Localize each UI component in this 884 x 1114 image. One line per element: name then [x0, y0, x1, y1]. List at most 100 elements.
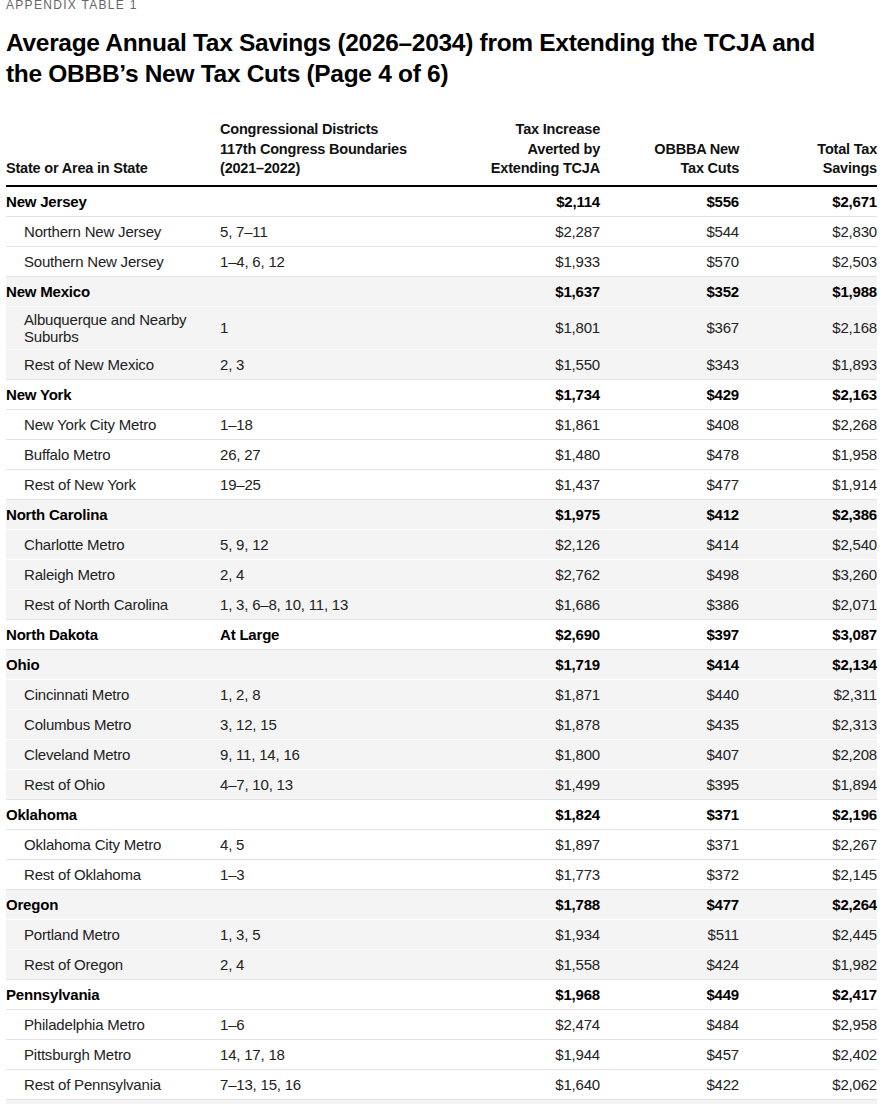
row-districts: At Large — [220, 622, 447, 647]
row-name: Southern New Jersey — [6, 249, 220, 274]
table-row-state: Oregon $1,788 $477 $2,264 — [6, 890, 877, 920]
row-obbba-value: $440 — [600, 682, 739, 707]
row-name: Rest of Oklahoma — [6, 862, 220, 887]
table-row-area: Albuquerque and Nearby Suburbs 1 $1,801 … — [6, 307, 877, 350]
row-name: Rest of New York — [6, 472, 220, 497]
row-name: Rest of Ohio — [6, 772, 220, 797]
row-districts: 9, 11, 14, 16 — [220, 742, 447, 767]
row-districts: 1–3 — [220, 862, 447, 887]
row-districts — [220, 660, 447, 668]
row-tcja-value: $2,126 — [447, 532, 600, 557]
row-tcja-value: $1,686 — [447, 592, 600, 617]
row-name: Oklahoma City Metro — [6, 832, 220, 857]
row-tcja-value: $1,773 — [447, 862, 600, 887]
row-districts: 14, 17, 18 — [220, 1042, 447, 1067]
row-obbba-value: $544 — [600, 219, 739, 244]
row-tcja-value: $2,287 — [447, 219, 600, 244]
row-name: Oregon — [6, 892, 220, 917]
row-total-value: $1,988 — [739, 279, 877, 304]
row-districts — [220, 810, 447, 818]
column-header-districts: Congressional Districts 117th Congress B… — [220, 120, 447, 179]
column-header-state: State or Area in State — [6, 159, 220, 179]
row-name: Rest of New Mexico — [6, 352, 220, 377]
row-obbba-value: $343 — [600, 352, 739, 377]
row-total-value: $2,417 — [739, 982, 877, 1007]
row-name: Philadelphia Metro — [6, 1012, 220, 1037]
table-row-area: Philadelphia Metro 1–6 $2,474 $484 $2,95… — [6, 1010, 877, 1040]
row-districts: 3, 12, 15 — [220, 712, 447, 737]
row-tcja-value: $2,114 — [447, 189, 600, 214]
row-districts — [220, 197, 447, 205]
row-tcja-value: $1,897 — [447, 832, 600, 857]
row-tcja-value: $1,824 — [447, 802, 600, 827]
row-total-value: $1,894 — [739, 772, 877, 797]
row-tcja-value: $1,788 — [447, 892, 600, 917]
row-districts: 1, 3, 5 — [220, 922, 447, 947]
table-row-area: Buffalo Metro 26, 27 $1,480 $478 $1,958 — [6, 440, 877, 470]
row-districts: 2, 3 — [220, 352, 447, 377]
table-row-area: Rest of New Mexico 2, 3 $1,550 $343 $1,8… — [6, 350, 877, 380]
table-row-area: Raleigh Metro 2, 4 $2,762 $498 $3,260 — [6, 560, 877, 590]
row-obbba-value: $352 — [600, 279, 739, 304]
table-row-state: North Dakota At Large $2,690 $397 $3,087 — [6, 620, 877, 650]
row-obbba-value: $371 — [600, 832, 739, 857]
row-obbba-value: $498 — [600, 562, 739, 587]
row-obbba-value: $407 — [600, 742, 739, 767]
row-total-value: $2,958 — [739, 1012, 877, 1037]
column-header-total: Total Tax Savings — [739, 140, 877, 179]
row-districts — [220, 510, 447, 518]
row-total-value: $2,071 — [739, 592, 877, 617]
row-districts: 7–13, 15, 16 — [220, 1072, 447, 1097]
row-tcja-value: $1,719 — [447, 652, 600, 677]
row-total-value: $2,445 — [739, 922, 877, 947]
table-row-state: Pennsylvania $1,968 $449 $2,417 — [6, 980, 877, 1010]
table-row-area: Rest of Oregon 2, 4 $1,558 $424 $1,982 — [6, 950, 877, 980]
row-obbba-value: $414 — [600, 532, 739, 557]
row-tcja-value: $1,933 — [447, 249, 600, 274]
row-name: Northern New Jersey — [6, 219, 220, 244]
row-tcja-value: $1,861 — [447, 412, 600, 437]
row-tcja-value: $1,871 — [447, 682, 600, 707]
row-name: Buffalo Metro — [6, 442, 220, 467]
row-total-value: $3,087 — [739, 622, 877, 647]
table-row-area: Rest of North Carolina 1, 3, 6–8, 10, 11… — [6, 590, 877, 620]
row-name: New Jersey — [6, 189, 220, 214]
table-row-area: Northern New Jersey 5, 7–11 $2,287 $544 … — [6, 217, 877, 247]
row-name: New York — [6, 382, 220, 407]
row-districts: 2, 4 — [220, 952, 447, 977]
row-obbba-value: $408 — [600, 412, 739, 437]
page-title: Average Annual Tax Savings (2026–2034) f… — [6, 27, 877, 89]
row-total-value: $2,540 — [739, 532, 877, 557]
row-obbba-value: $477 — [600, 472, 739, 497]
row-total-value: $2,402 — [739, 1042, 877, 1067]
row-total-value: $1,982 — [739, 952, 877, 977]
row-tcja-value: $1,968 — [447, 982, 600, 1007]
row-tcja-value: $2,690 — [447, 622, 600, 647]
row-obbba-value: $424 — [600, 952, 739, 977]
table-row-area: Rest of Pennsylvania 7–13, 15, 16 $1,640… — [6, 1070, 877, 1100]
row-total-value: $2,168 — [739, 315, 877, 340]
row-tcja-value: $1,437 — [447, 472, 600, 497]
table-row-area: Rest of Ohio 4–7, 10, 13 $1,499 $395 $1,… — [6, 770, 877, 800]
row-total-value: $2,196 — [739, 802, 877, 827]
row-tcja-value: $1,800 — [447, 742, 600, 767]
next-row-cutoff-strip — [6, 1100, 877, 1104]
row-name: Ohio — [6, 652, 220, 677]
row-total-value: $2,145 — [739, 862, 877, 887]
row-tcja-value: $1,934 — [447, 922, 600, 947]
row-districts: 1–4, 6, 12 — [220, 249, 447, 274]
row-tcja-value: $2,762 — [447, 562, 600, 587]
row-name: North Dakota — [6, 622, 220, 647]
table-body: New Jersey $2,114 $556 $2,671 Northern N… — [6, 187, 877, 1100]
table-row-state: North Carolina $1,975 $412 $2,386 — [6, 500, 877, 530]
row-name: Pittsburgh Metro — [6, 1042, 220, 1067]
row-districts: 2, 4 — [220, 562, 447, 587]
row-total-value: $2,267 — [739, 832, 877, 857]
row-total-value: $2,134 — [739, 652, 877, 677]
row-obbba-value: $414 — [600, 652, 739, 677]
row-obbba-value: $422 — [600, 1072, 739, 1097]
row-districts: 1, 2, 8 — [220, 682, 447, 707]
row-districts: 26, 27 — [220, 442, 447, 467]
row-districts — [220, 287, 447, 295]
row-total-value: $2,268 — [739, 412, 877, 437]
